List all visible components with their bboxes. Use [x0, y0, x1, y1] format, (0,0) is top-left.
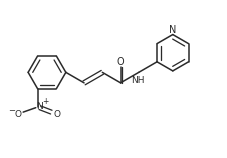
Text: NH: NH: [131, 76, 144, 85]
Text: O: O: [53, 110, 60, 119]
Text: O: O: [14, 110, 21, 119]
Text: −: −: [8, 106, 15, 115]
Text: N: N: [169, 25, 176, 35]
Text: +: +: [42, 97, 49, 106]
Text: O: O: [117, 57, 124, 67]
Text: N: N: [36, 102, 43, 111]
